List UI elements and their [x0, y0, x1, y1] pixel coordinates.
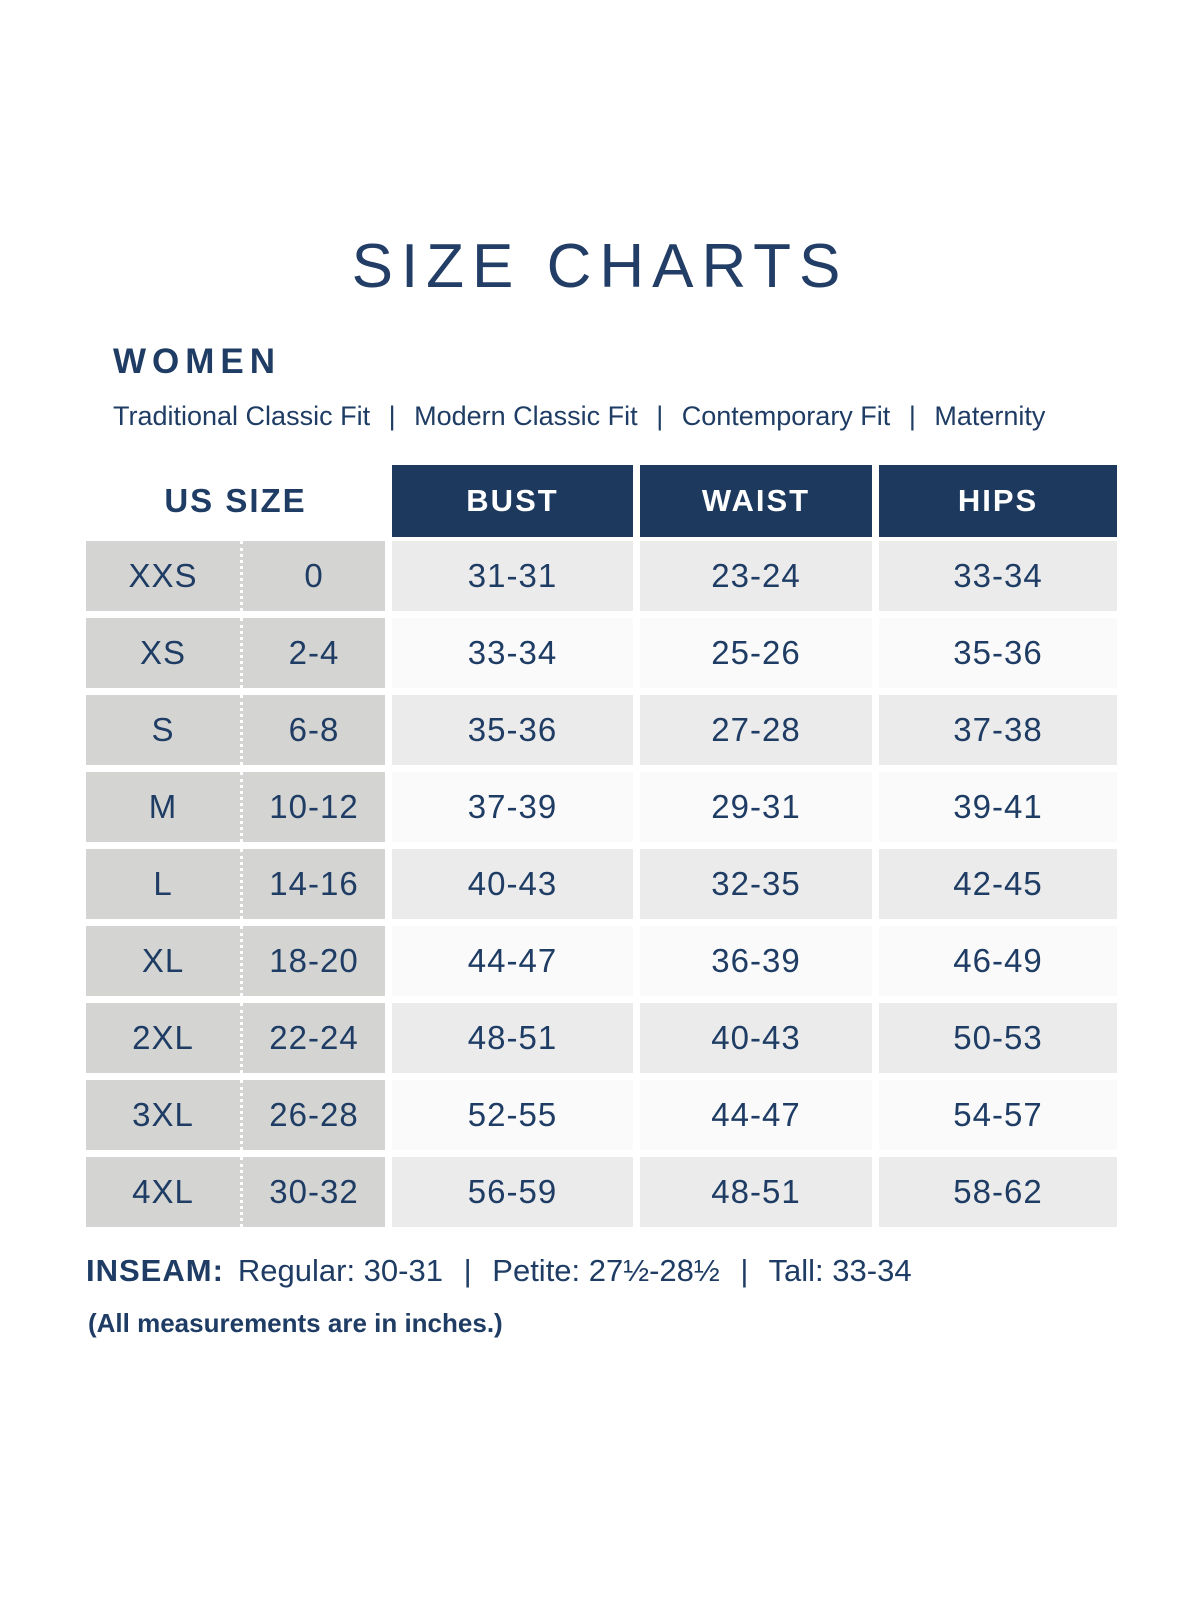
cell-hips: 46-49 [872, 925, 1117, 996]
size-table-header-row: US SIZE BUST WAIST HIPS [86, 464, 1117, 537]
cell-hips: 42-45 [872, 848, 1117, 919]
cell-us-size: 18-20 [240, 925, 385, 996]
table-row: XXS 0 31-31 23-24 33-34 [86, 540, 1117, 611]
cell-size-label: M [86, 771, 240, 842]
cell-size-label: XS [86, 617, 240, 688]
cell-bust: 33-34 [385, 617, 633, 688]
column-header-waist: WAIST [633, 464, 872, 537]
table-row: XS 2-4 33-34 25-26 35-36 [86, 617, 1117, 688]
cell-size-label: S [86, 694, 240, 765]
cell-size-label: XL [86, 925, 240, 996]
cell-us-size: 6-8 [240, 694, 385, 765]
fit-contemporary: Contemporary Fit [681, 401, 891, 431]
cell-hips: 37-38 [872, 694, 1117, 765]
fit-maternity: Maternity [934, 401, 1046, 431]
inseam-separator: | [740, 1252, 749, 1288]
table-row: 4XL 30-32 56-59 48-51 58-62 [86, 1156, 1117, 1227]
inseam-line: INSEAM: Regular: 30-31 | Petite: 27½-28½ … [86, 1252, 1200, 1289]
fit-modern-classic: Modern Classic Fit [414, 401, 638, 431]
cell-waist: 27-28 [633, 694, 872, 765]
table-row: L 14-16 40-43 32-35 42-45 [86, 848, 1117, 919]
cell-waist: 23-24 [633, 540, 872, 611]
cell-bust: 56-59 [385, 1156, 633, 1227]
measurements-footnote: (All measurements are in inches.) [88, 1307, 503, 1338]
cell-us-size: 2-4 [240, 617, 385, 688]
section-heading-women: WOMEN [113, 342, 282, 381]
cell-waist: 44-47 [633, 1079, 872, 1150]
cell-size-label: 2XL [86, 1002, 240, 1073]
fit-separator: | [908, 401, 916, 431]
cell-hips: 50-53 [872, 1002, 1117, 1073]
cell-waist: 25-26 [633, 617, 872, 688]
cell-hips: 54-57 [872, 1079, 1117, 1150]
cell-waist: 48-51 [633, 1156, 872, 1227]
inseam-regular: Regular: 30-31 [237, 1252, 443, 1288]
table-row: M 10-12 37-39 29-31 39-41 [86, 771, 1117, 842]
table-row: 2XL 22-24 48-51 40-43 50-53 [86, 1002, 1117, 1073]
women-section: WOMEN Traditional Classic Fit | Modern C… [0, 344, 1200, 1339]
fit-separator: | [656, 401, 664, 431]
cell-waist: 36-39 [633, 925, 872, 996]
fit-types-line: Traditional Classic Fit | Modern Classic… [113, 401, 1200, 432]
cell-hips: 33-34 [872, 540, 1117, 611]
cell-bust: 52-55 [385, 1079, 633, 1150]
inseam-petite: Petite: 27½-28½ [492, 1252, 720, 1288]
table-row: 3XL 26-28 52-55 44-47 54-57 [86, 1079, 1117, 1150]
size-table-body: XXS 0 31-31 23-24 33-34 XS 2-4 33-34 25-… [86, 540, 1117, 1227]
column-header-hips: HIPS [872, 464, 1117, 537]
cell-waist: 32-35 [633, 848, 872, 919]
table-row: XL 18-20 44-47 36-39 46-49 [86, 925, 1117, 996]
cell-us-size: 22-24 [240, 1002, 385, 1073]
cell-size-label: XXS [86, 540, 240, 611]
inseam-label: INSEAM: [86, 1252, 224, 1288]
fit-separator: | [388, 401, 396, 431]
cell-size-label: 4XL [86, 1156, 240, 1227]
cell-bust: 44-47 [385, 925, 633, 996]
cell-hips: 39-41 [872, 771, 1117, 842]
page-title: SIZE CHARTS [351, 232, 849, 301]
size-table: US SIZE BUST WAIST HIPS XXS 0 31-31 23-2… [86, 464, 1117, 1227]
inseam-separator: | [463, 1252, 472, 1288]
cell-us-size: 10-12 [240, 771, 385, 842]
cell-us-size: 0 [240, 540, 385, 611]
cell-us-size: 26-28 [240, 1079, 385, 1150]
cell-size-label: L [86, 848, 240, 919]
column-header-bust: BUST [385, 464, 633, 537]
cell-waist: 29-31 [633, 771, 872, 842]
table-row: S 6-8 35-36 27-28 37-38 [86, 694, 1117, 765]
cell-hips: 58-62 [872, 1156, 1117, 1227]
cell-bust: 48-51 [385, 1002, 633, 1073]
cell-waist: 40-43 [633, 1002, 872, 1073]
cell-size-label: 3XL [86, 1079, 240, 1150]
inseam-tall: Tall: 33-34 [768, 1252, 912, 1288]
fit-traditional-classic: Traditional Classic Fit [113, 401, 371, 431]
cell-bust: 40-43 [385, 848, 633, 919]
cell-bust: 37-39 [385, 771, 633, 842]
cell-us-size: 30-32 [240, 1156, 385, 1227]
cell-us-size: 14-16 [240, 848, 385, 919]
cell-bust: 35-36 [385, 694, 633, 765]
cell-bust: 31-31 [385, 540, 633, 611]
column-header-us-size: US SIZE [86, 464, 385, 537]
cell-hips: 35-36 [872, 617, 1117, 688]
